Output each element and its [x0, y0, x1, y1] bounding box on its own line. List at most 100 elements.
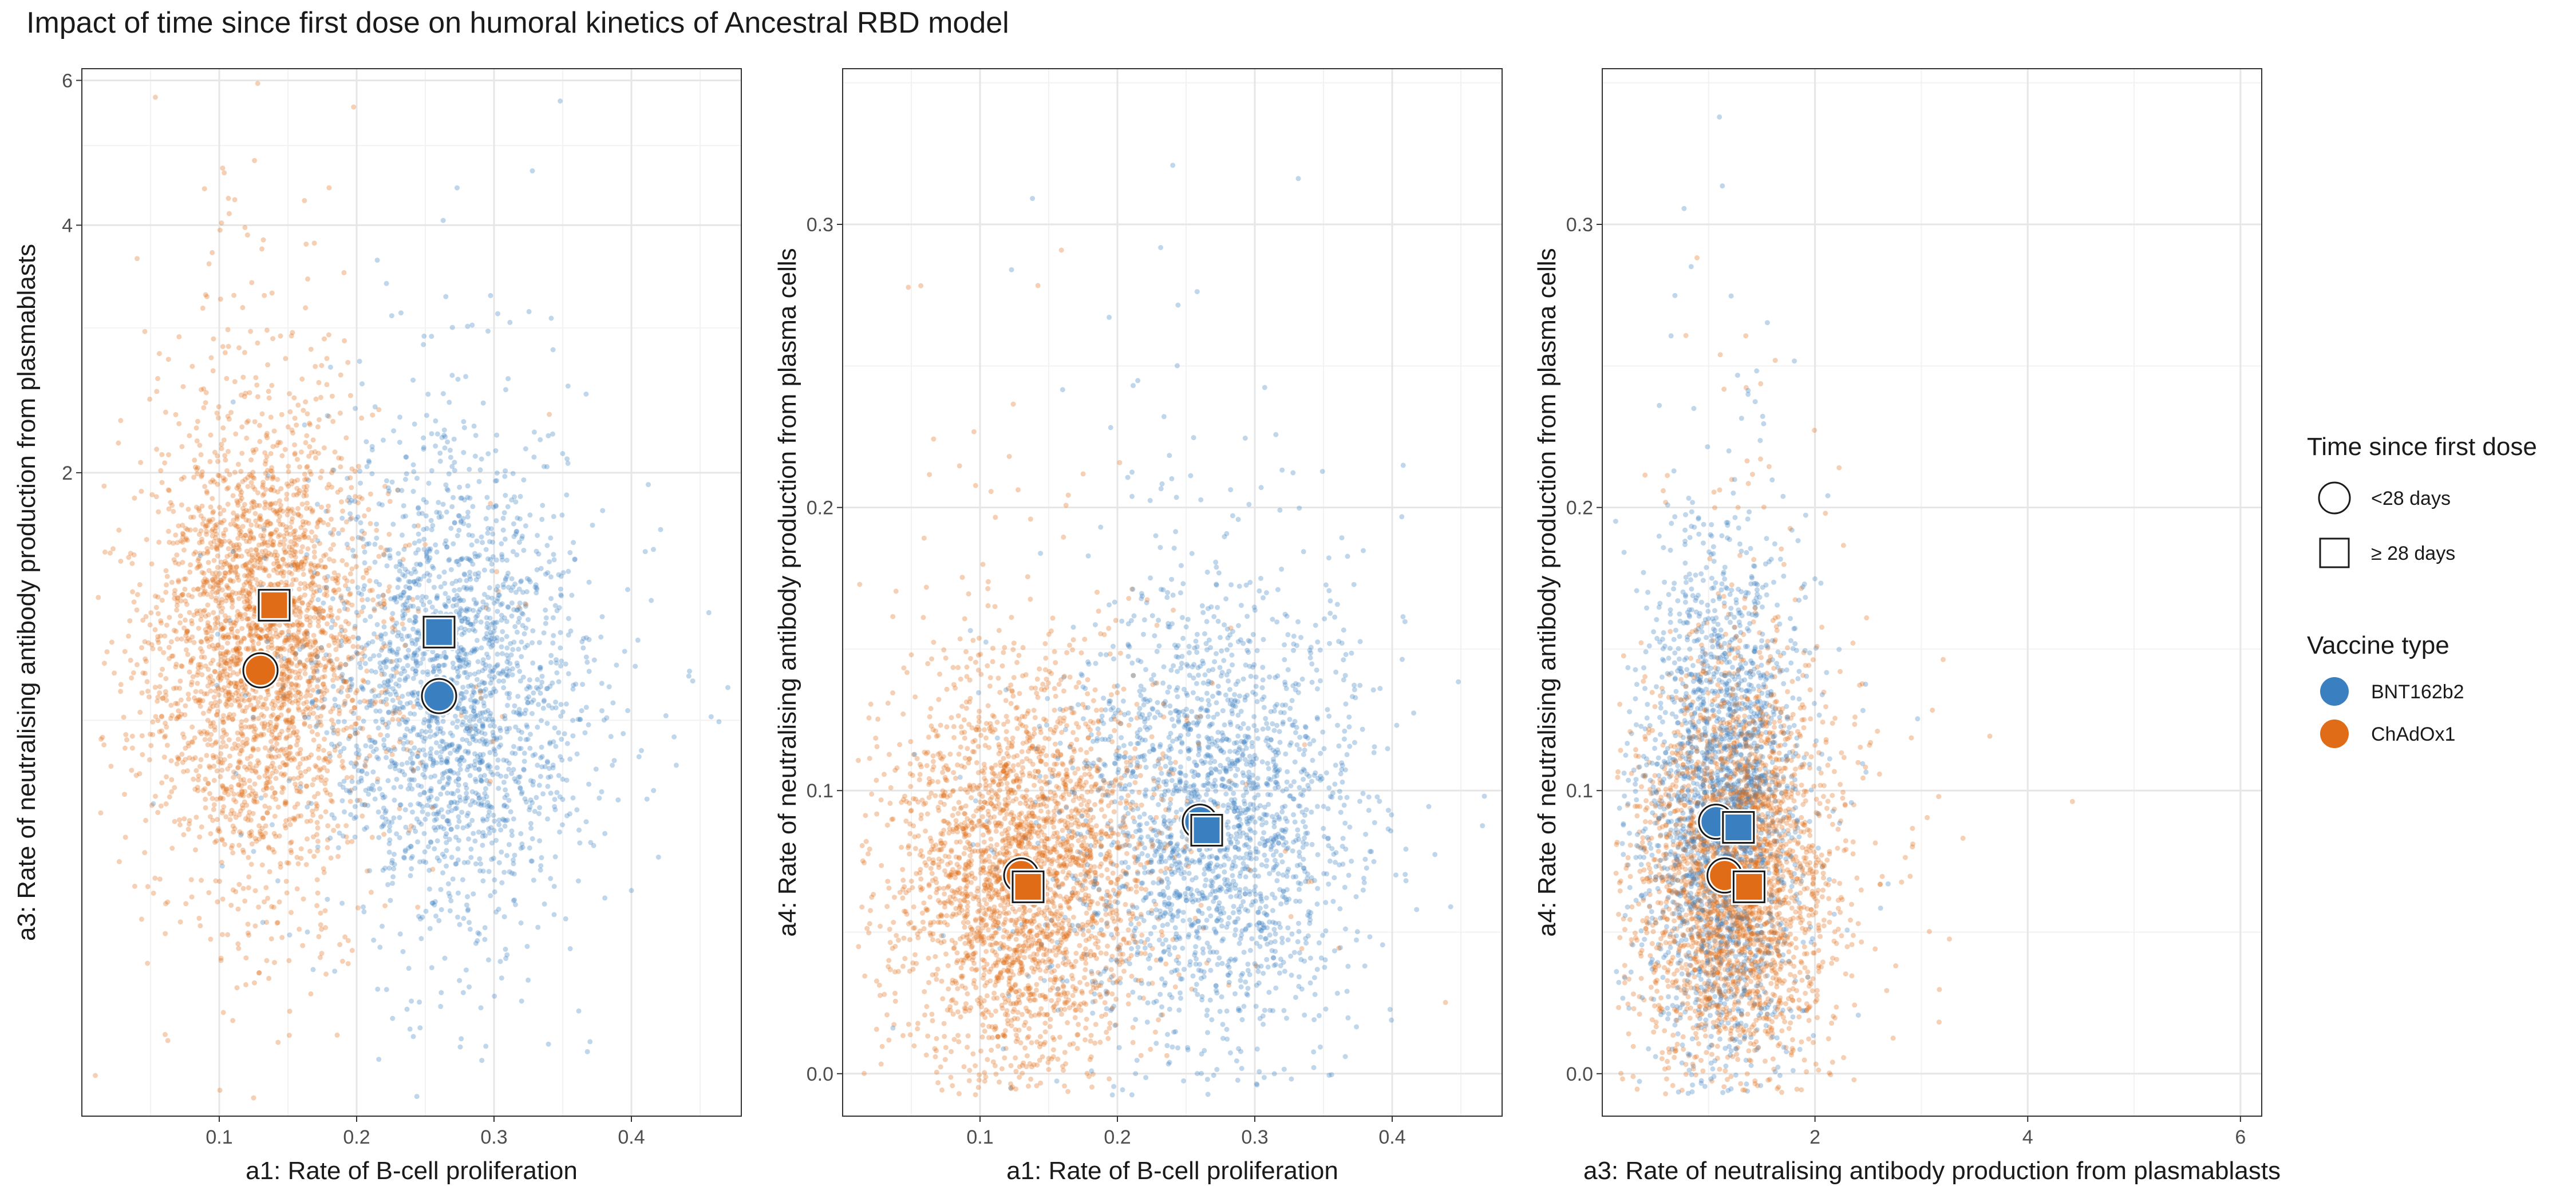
data-point: [230, 557, 236, 563]
data-point: [181, 475, 187, 480]
data-point: [262, 461, 268, 467]
data-point: [477, 690, 483, 695]
data-point: [210, 643, 215, 648]
data-point: [221, 719, 227, 725]
data-point: [302, 721, 307, 726]
data-point: [346, 495, 352, 500]
data-point: [510, 470, 516, 476]
data-point: [523, 737, 529, 742]
data-point: [253, 793, 259, 799]
data-point: [220, 808, 226, 813]
data-point: [354, 610, 359, 615]
data-point: [502, 536, 508, 542]
data-point: [465, 907, 471, 912]
data-point: [355, 905, 361, 911]
data-point: [259, 549, 265, 555]
data-point: [339, 798, 345, 804]
data-point: [251, 798, 256, 804]
data-point: [306, 602, 311, 607]
data-point: [420, 656, 426, 662]
data-point: [316, 755, 322, 761]
data-point: [263, 780, 269, 786]
data-point: [308, 346, 314, 352]
data-point: [131, 670, 136, 675]
data-point: [118, 559, 124, 564]
data-point: [377, 786, 382, 792]
data-point: [311, 777, 317, 782]
data-point: [449, 855, 455, 860]
data-point: [374, 535, 380, 541]
data-point: [211, 802, 217, 808]
data-point: [361, 718, 366, 724]
data-point: [302, 592, 307, 598]
data-point: [451, 603, 456, 609]
data-point: [242, 225, 248, 230]
data-point: [203, 400, 208, 405]
data-point: [412, 540, 417, 546]
data-point: [219, 932, 225, 938]
data-point: [137, 771, 143, 777]
data-point: [230, 717, 236, 722]
data-point: [540, 791, 546, 797]
data-point: [294, 492, 299, 497]
data-point: [651, 547, 656, 552]
data-point: [370, 769, 376, 775]
data-point: [466, 659, 472, 665]
data-point: [307, 654, 313, 659]
data-point: [377, 944, 383, 950]
data-point: [321, 600, 326, 606]
data-point: [516, 540, 522, 545]
data-point: [556, 679, 562, 685]
data-point: [140, 670, 146, 676]
data-point: [256, 970, 262, 975]
data-point: [220, 344, 226, 349]
data-point: [477, 607, 483, 612]
data-point: [397, 568, 402, 574]
data-point: [350, 643, 356, 649]
data-point: [568, 628, 574, 634]
data-point: [223, 618, 229, 624]
data-point: [373, 699, 378, 705]
data-point: [241, 512, 247, 517]
data-point: [352, 785, 358, 791]
data-point: [172, 591, 177, 597]
data-point: [425, 812, 430, 817]
data-point: [391, 866, 397, 872]
data-point: [353, 731, 358, 737]
data-point: [289, 553, 294, 559]
data-point: [580, 636, 586, 641]
data-point: [287, 391, 293, 397]
data-point: [118, 689, 123, 694]
data-point: [282, 800, 288, 806]
data-point: [202, 580, 207, 586]
data-point: [525, 700, 531, 706]
data-point: [390, 1015, 396, 1021]
data-point: [399, 761, 405, 767]
data-point: [560, 822, 565, 828]
data-point: [516, 604, 521, 610]
data-point: [444, 509, 449, 515]
data-point: [206, 560, 211, 566]
data-point: [173, 532, 179, 538]
data-point: [300, 519, 306, 524]
data-point: [538, 437, 543, 442]
data-point: [416, 582, 422, 588]
data-point: [521, 477, 527, 483]
data-point: [487, 723, 493, 729]
data-point: [254, 551, 260, 556]
data-point: [421, 536, 427, 542]
data-point: [329, 470, 334, 476]
data-point: [274, 735, 280, 741]
data-point: [302, 581, 307, 587]
data-point: [300, 645, 306, 650]
data-point: [230, 746, 235, 752]
data-point: [211, 646, 217, 652]
data-point: [323, 552, 329, 557]
data-point: [444, 744, 450, 750]
data-point: [295, 639, 301, 645]
data-point: [376, 594, 381, 599]
data-point: [186, 743, 192, 749]
data-point: [218, 653, 224, 659]
data-point: [303, 488, 309, 493]
data-point: [269, 785, 275, 791]
